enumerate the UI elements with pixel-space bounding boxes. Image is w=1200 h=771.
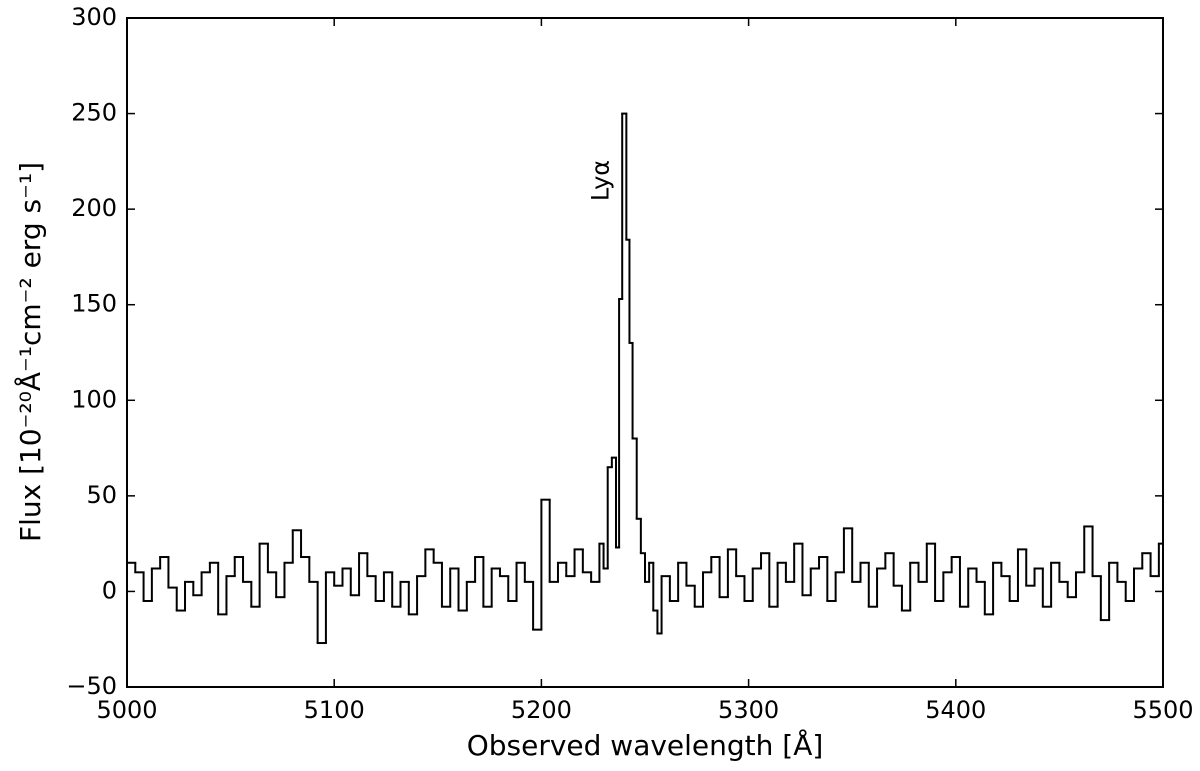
y-tick-label: 150 <box>71 290 117 318</box>
y-tick-label: −50 <box>66 672 117 700</box>
annotation: Lyα <box>586 160 614 201</box>
x-tick-label: 5500 <box>1132 696 1193 724</box>
y-tick-label: 50 <box>86 481 117 509</box>
plot-frame <box>126 17 1164 688</box>
y-axis-label: Flux [10⁻²⁰Å⁻¹cm⁻² erg s⁻¹] <box>13 162 47 542</box>
y-tick-label: 0 <box>102 576 117 604</box>
x-tick-label: 5300 <box>718 696 779 724</box>
y-tick-label: 100 <box>71 385 117 413</box>
x-tick-label: 5100 <box>304 696 365 724</box>
x-tick-label: 5000 <box>96 696 157 724</box>
x-tick-label: 5200 <box>511 696 572 724</box>
y-tick-label: 250 <box>71 99 117 127</box>
x-axis-label: Observed wavelength [Å] <box>467 728 824 762</box>
y-tick-label: 300 <box>71 3 117 31</box>
y-tick-label: 200 <box>71 194 117 222</box>
x-tick-label: 5400 <box>925 696 986 724</box>
